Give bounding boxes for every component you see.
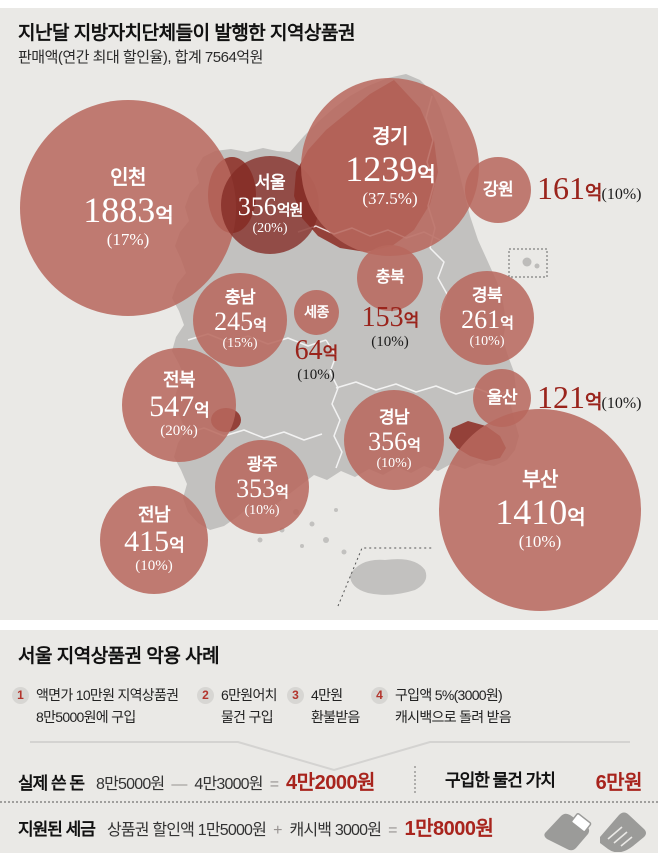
plus-sign: +: [273, 822, 283, 839]
region-value: 353억: [236, 474, 289, 504]
region-name: 전남: [137, 504, 171, 525]
step-number: 4: [371, 687, 388, 704]
jeju-inset-line: [337, 547, 432, 607]
step-number: 1: [12, 687, 29, 704]
step-number: 2: [197, 687, 214, 704]
actual-spent-row: 실제 쓴 돈 8만5000원 — 4만3000원 = 4만2000원: [18, 766, 375, 795]
region-value: 245억: [214, 307, 267, 337]
refund-amount: 4만3000원: [194, 776, 263, 793]
value-chungbuk: 153억 (10%): [361, 302, 420, 350]
equals-sign: =: [388, 822, 398, 839]
vertical-divider: [414, 766, 416, 793]
ulleungdo-island: [522, 257, 532, 267]
abuse-step-4: 4 구입액 5%(3000원) 캐시백으로 돌려 받음: [371, 684, 512, 729]
region-value: 261억: [461, 305, 514, 335]
region-name: 광주: [246, 455, 278, 475]
ulleungdo-inset-box: [508, 248, 548, 278]
abuse-step-2: 2 6만원어치 물건 구입: [197, 684, 278, 729]
bubble-chungnam: 충남 245억 (15%): [193, 273, 287, 367]
value-gangwon: 161억(10%): [537, 170, 642, 206]
goods-value-total-wrap: 6만원: [595, 766, 643, 795]
bubble-gangwon: 강원: [465, 157, 531, 223]
goods-value-label-wrap: 구입한 물건 가치: [445, 766, 567, 791]
region-name: 울산: [486, 388, 518, 408]
region-name: 인천: [110, 167, 146, 190]
step-text: 구입액 5%(3000원) 캐시백으로 돌려 받음: [395, 687, 512, 726]
region-discount: (17%): [106, 229, 150, 249]
money-icon: [570, 812, 592, 833]
region-name: 충남: [224, 288, 256, 308]
abuse-step-1: 1 액면가 10만원 지역상품권 8만5000원에 구입: [12, 684, 179, 729]
region-discount: (37.5%): [362, 188, 418, 208]
region-name: 충북: [375, 269, 405, 287]
region-value: 1410억: [495, 491, 585, 532]
tax-supported-label: 지원된 세금: [18, 820, 96, 839]
bubble-jeonbuk: 전북 547억 (20%): [122, 348, 236, 462]
value-ulsan: 121억(10%): [537, 379, 642, 415]
step-text: 6만원어치 물건 구입: [221, 687, 278, 726]
goods-value-label: 구입한 물건 가치: [445, 771, 556, 790]
tax-supported-row: 지원된 세금 상품권 할인액 1만5000원 + 캐시백 3000원 = 1만8…: [18, 812, 494, 841]
bubble-gyeonggi: 경기 1239억 (37.5%): [301, 78, 479, 256]
region-name: 부산: [522, 469, 558, 492]
discount-amount: 상품권 할인액 1만5000원: [106, 822, 267, 839]
region-discount: (10%): [376, 456, 412, 472]
region-value: 415억: [124, 524, 185, 558]
bubble-sejong: 세종: [294, 290, 339, 335]
dokdo-island: [534, 263, 540, 269]
actual-spent-label: 실제 쓴 돈: [18, 774, 85, 793]
step-text: 4만원 환불받음: [311, 687, 360, 726]
region-discount: (20%): [252, 221, 288, 237]
page-title: 지난달 지방자치단체들이 발행한 지역상품권: [18, 23, 355, 44]
actual-spent-total: 4만2000원: [286, 772, 375, 794]
region-name: 경기: [372, 126, 408, 149]
value-sejong: 64억 (10%): [294, 335, 339, 383]
tax-supported-total: 1만8000원: [404, 818, 494, 840]
minus-sign: —: [171, 776, 188, 793]
bubble-gwangju: 광주 353억 (10%): [215, 440, 309, 534]
region-discount: (10%): [518, 531, 562, 551]
region-name: 경남: [378, 408, 410, 428]
region-name: 강원: [482, 180, 514, 200]
goods-value-total: 6만원: [595, 772, 643, 794]
bubble-chungbuk: 충북: [357, 245, 423, 311]
region-name: 세종: [304, 303, 329, 320]
jeju-island: [350, 559, 427, 595]
handshake-icon: [544, 812, 646, 852]
region-name: 전북: [162, 369, 196, 390]
region-value: 356억: [368, 427, 421, 457]
step-number: 3: [287, 687, 304, 704]
region-discount: (15%): [222, 336, 258, 352]
bubble-incheon: 인천 1883억 (17%): [20, 100, 236, 316]
region-discount: (20%): [160, 423, 198, 440]
abuse-section-title: 서울 지역상품권 악용 사례: [18, 646, 220, 667]
receiving-hand-icon: [600, 812, 646, 852]
cashback-amount: 캐시백 3000원: [289, 822, 382, 839]
region-value: 547억: [149, 389, 210, 423]
region-discount: (10%): [135, 558, 173, 575]
region-value: 1883억: [83, 189, 173, 230]
bubble-jeonnam: 전남 415억 (10%): [100, 486, 208, 594]
region-discount: (10%): [469, 334, 505, 350]
region-name: 경북: [471, 286, 503, 306]
horizontal-dotted-divider: [0, 801, 658, 803]
abuse-step-3: 3 4만원 환불받음: [287, 684, 360, 729]
bubble-busan: 부산 1410억 (10%): [439, 409, 641, 611]
region-value: 356억원: [237, 192, 304, 222]
paid-amount: 8만5000원: [96, 776, 165, 793]
equals-sign: =: [269, 776, 280, 793]
region-name: 서울: [254, 173, 286, 193]
region-discount: (10%): [244, 503, 280, 519]
page-subtitle: 판매액(연간 최대 할인율), 합계 7564억원: [18, 49, 263, 66]
region-value: 1239억: [345, 148, 435, 189]
bubble-gyeongnam: 경남 356억 (10%): [344, 390, 444, 490]
bubble-gyeongbuk: 경북 261억 (10%): [440, 271, 534, 365]
step-text: 액면가 10만원 지역상품권 8만5000원에 구입: [36, 687, 179, 726]
